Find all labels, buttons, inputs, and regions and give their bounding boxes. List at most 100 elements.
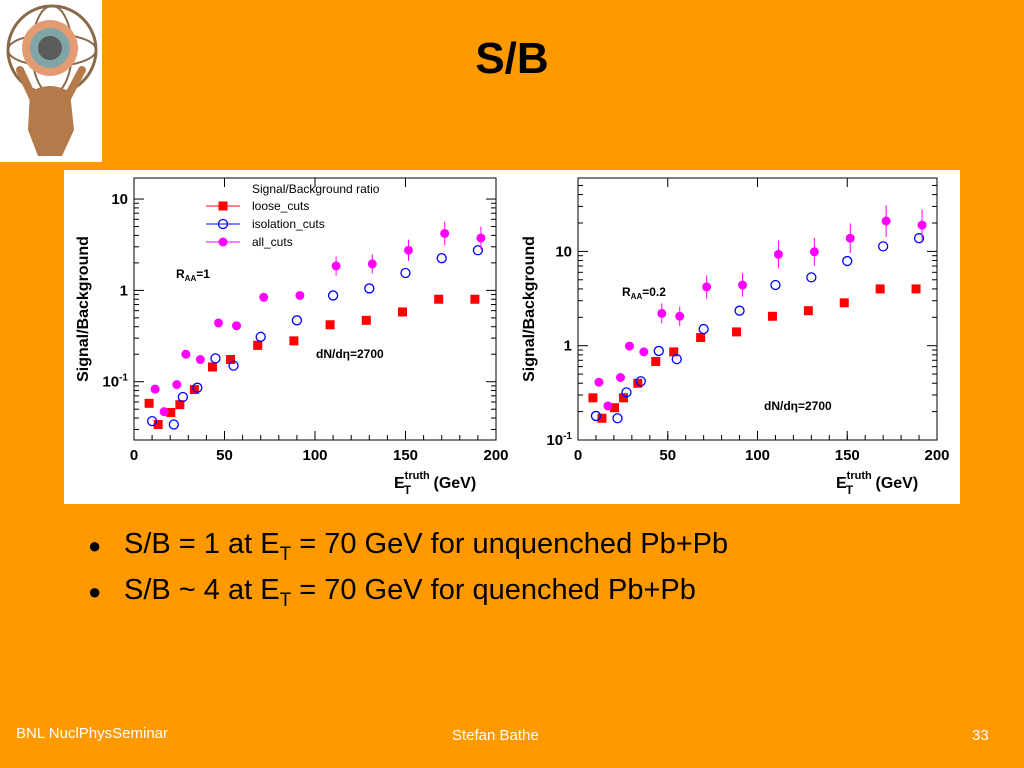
data-point-loose_cuts	[732, 327, 742, 337]
data-point-all_cuts	[195, 355, 205, 365]
data-point-all_cuts	[917, 220, 927, 230]
slide-title: S/B	[475, 34, 549, 83]
chart-raa-1: 0 50 100 150 200 10-1 1 10 Signal/Background Etru…	[75, 177, 509, 497]
data-point-isolation_cuts	[327, 290, 339, 301]
data-point-loose_cuts	[189, 385, 199, 395]
bullet-text: S/B ~ 4 at ET = 70 GeV for quenched Pb+P…	[124, 574, 696, 611]
data-point-loose_cuts	[144, 398, 154, 408]
x-tick-label: 100	[302, 447, 327, 464]
data-point-isolation_cuts	[255, 331, 266, 342]
data-point-all_cuts	[881, 216, 891, 226]
data-point-isolation_cuts	[192, 382, 203, 393]
data-point-loose_cuts	[633, 378, 643, 388]
raa-annotation: RAA=0.2	[622, 285, 666, 301]
data-point-loose_cuts	[207, 362, 217, 372]
data-point-all_cuts	[404, 245, 413, 255]
data-point-isolation_cuts	[878, 241, 889, 252]
x-tick-label: 50	[659, 447, 676, 464]
data-point-all_cuts	[675, 311, 685, 321]
data-point-all_cuts	[367, 259, 377, 269]
bullet-dot: ●	[88, 579, 102, 604]
data-point-isolation_cuts	[842, 255, 853, 267]
x-tick-label: 150	[835, 447, 860, 464]
data-point-loose_cuts	[398, 307, 407, 317]
y-tick-label: 1	[120, 282, 128, 299]
data-point-all_cuts	[476, 233, 486, 243]
data-point-isolation_cuts	[671, 353, 682, 365]
raa-annotation: RAA=1	[176, 267, 210, 283]
x-tick-label: 50	[216, 447, 233, 464]
data-point-loose_cuts	[166, 408, 176, 418]
chart-raa-0-2: 0 50 100 150 200 10-1 1 10 Signal/Background Etru…	[521, 177, 950, 497]
data-point-isolation_cuts	[621, 387, 632, 398]
y-tick-label: 10-1	[102, 373, 128, 391]
data-point-isolation_cuts	[612, 413, 623, 424]
data-point-isolation_cuts	[635, 376, 646, 387]
data-point-all_cuts	[213, 318, 223, 328]
legend-marker	[218, 237, 228, 247]
data-point-all_cuts	[172, 380, 182, 390]
data-point-loose_cuts	[618, 393, 628, 403]
chart-panel: 0 50 100 150 200 10-1 1 10 Signal/Background Etru…	[64, 170, 960, 504]
data-point-isolation_cuts	[177, 391, 189, 403]
data-point-isolation_cuts	[770, 279, 781, 291]
data-point-isolation_cuts	[436, 253, 447, 264]
data-point-loose_cuts	[669, 347, 679, 357]
data-point-loose_cuts	[696, 333, 706, 343]
y-tick-label: 10-1	[546, 431, 572, 449]
bullet-item: ● S/B = 1 at ET = 70 GeV for unquenched …	[88, 528, 728, 574]
data-point-isolation_cuts	[210, 353, 221, 364]
data-point-loose_cuts	[803, 306, 813, 316]
data-point-all_cuts	[615, 372, 625, 382]
data-point-all_cuts	[232, 321, 242, 331]
data-point-isolation_cuts	[400, 267, 411, 279]
data-point-all_cuts	[594, 377, 604, 387]
y-tick-label: 1	[564, 338, 572, 355]
data-point-all_cuts	[773, 249, 783, 259]
charts-svg: 0 50 100 150 20010-1110Signal/BackgroundEtru…	[75, 177, 950, 497]
data-point-all_cuts	[181, 349, 191, 359]
data-point-all_cuts	[159, 407, 169, 417]
plot-frame	[577, 177, 938, 441]
data-point-isolation_cuts	[228, 360, 239, 371]
data-point-isolation_cuts	[734, 305, 745, 316]
data-point-isolation_cuts	[472, 245, 484, 256]
footer-center: Stefan Bathe	[452, 727, 539, 744]
x-axis-label: Etruth T (GeV)	[836, 470, 918, 497]
legend-label: all_cuts	[252, 235, 293, 249]
data-point-loose_cuts	[175, 400, 185, 410]
data-point-isolation_cuts	[168, 419, 179, 430]
data-point-loose_cuts	[588, 393, 598, 403]
data-point-all_cuts	[150, 384, 160, 394]
data-point-loose_cuts	[839, 298, 849, 308]
data-point-loose_cuts	[325, 320, 335, 330]
y-axis-label: Signal/Background	[521, 236, 538, 382]
y-tick-label: 10	[111, 191, 128, 208]
x-tick-label: 0	[574, 447, 582, 464]
data-point-all_cuts	[657, 308, 667, 318]
data-point-all_cuts	[624, 341, 634, 351]
data-point-all_cuts	[845, 233, 855, 243]
data-point-isolation_cuts	[364, 283, 375, 294]
data-point-loose_cuts	[875, 284, 885, 294]
data-point-all_cuts	[702, 282, 712, 292]
data-point-all_cuts	[603, 401, 613, 411]
data-point-all_cuts	[738, 280, 748, 290]
data-point-loose_cuts	[153, 419, 163, 429]
bullet-dot: ●	[88, 533, 102, 558]
bullet-item: ● S/B ~ 4 at ET = 70 GeV for quenched Pb…	[88, 574, 728, 620]
y-tick-label: 10	[555, 243, 572, 260]
legend-marker	[217, 218, 229, 230]
data-point-all_cuts	[295, 290, 305, 300]
data-point-loose_cuts	[253, 340, 263, 350]
data-point-loose_cuts	[597, 413, 607, 423]
data-point-all_cuts	[331, 261, 341, 271]
data-point-isolation_cuts	[590, 410, 602, 422]
data-point-all_cuts	[639, 347, 649, 357]
data-point-isolation_cuts	[913, 233, 925, 244]
x-tick-label: 200	[924, 447, 949, 464]
data-point-isolation_cuts	[806, 272, 817, 283]
slide-number: 33	[972, 727, 989, 744]
legend-label: loose_cuts	[252, 199, 309, 213]
data-point-isolation_cuts	[698, 323, 709, 335]
